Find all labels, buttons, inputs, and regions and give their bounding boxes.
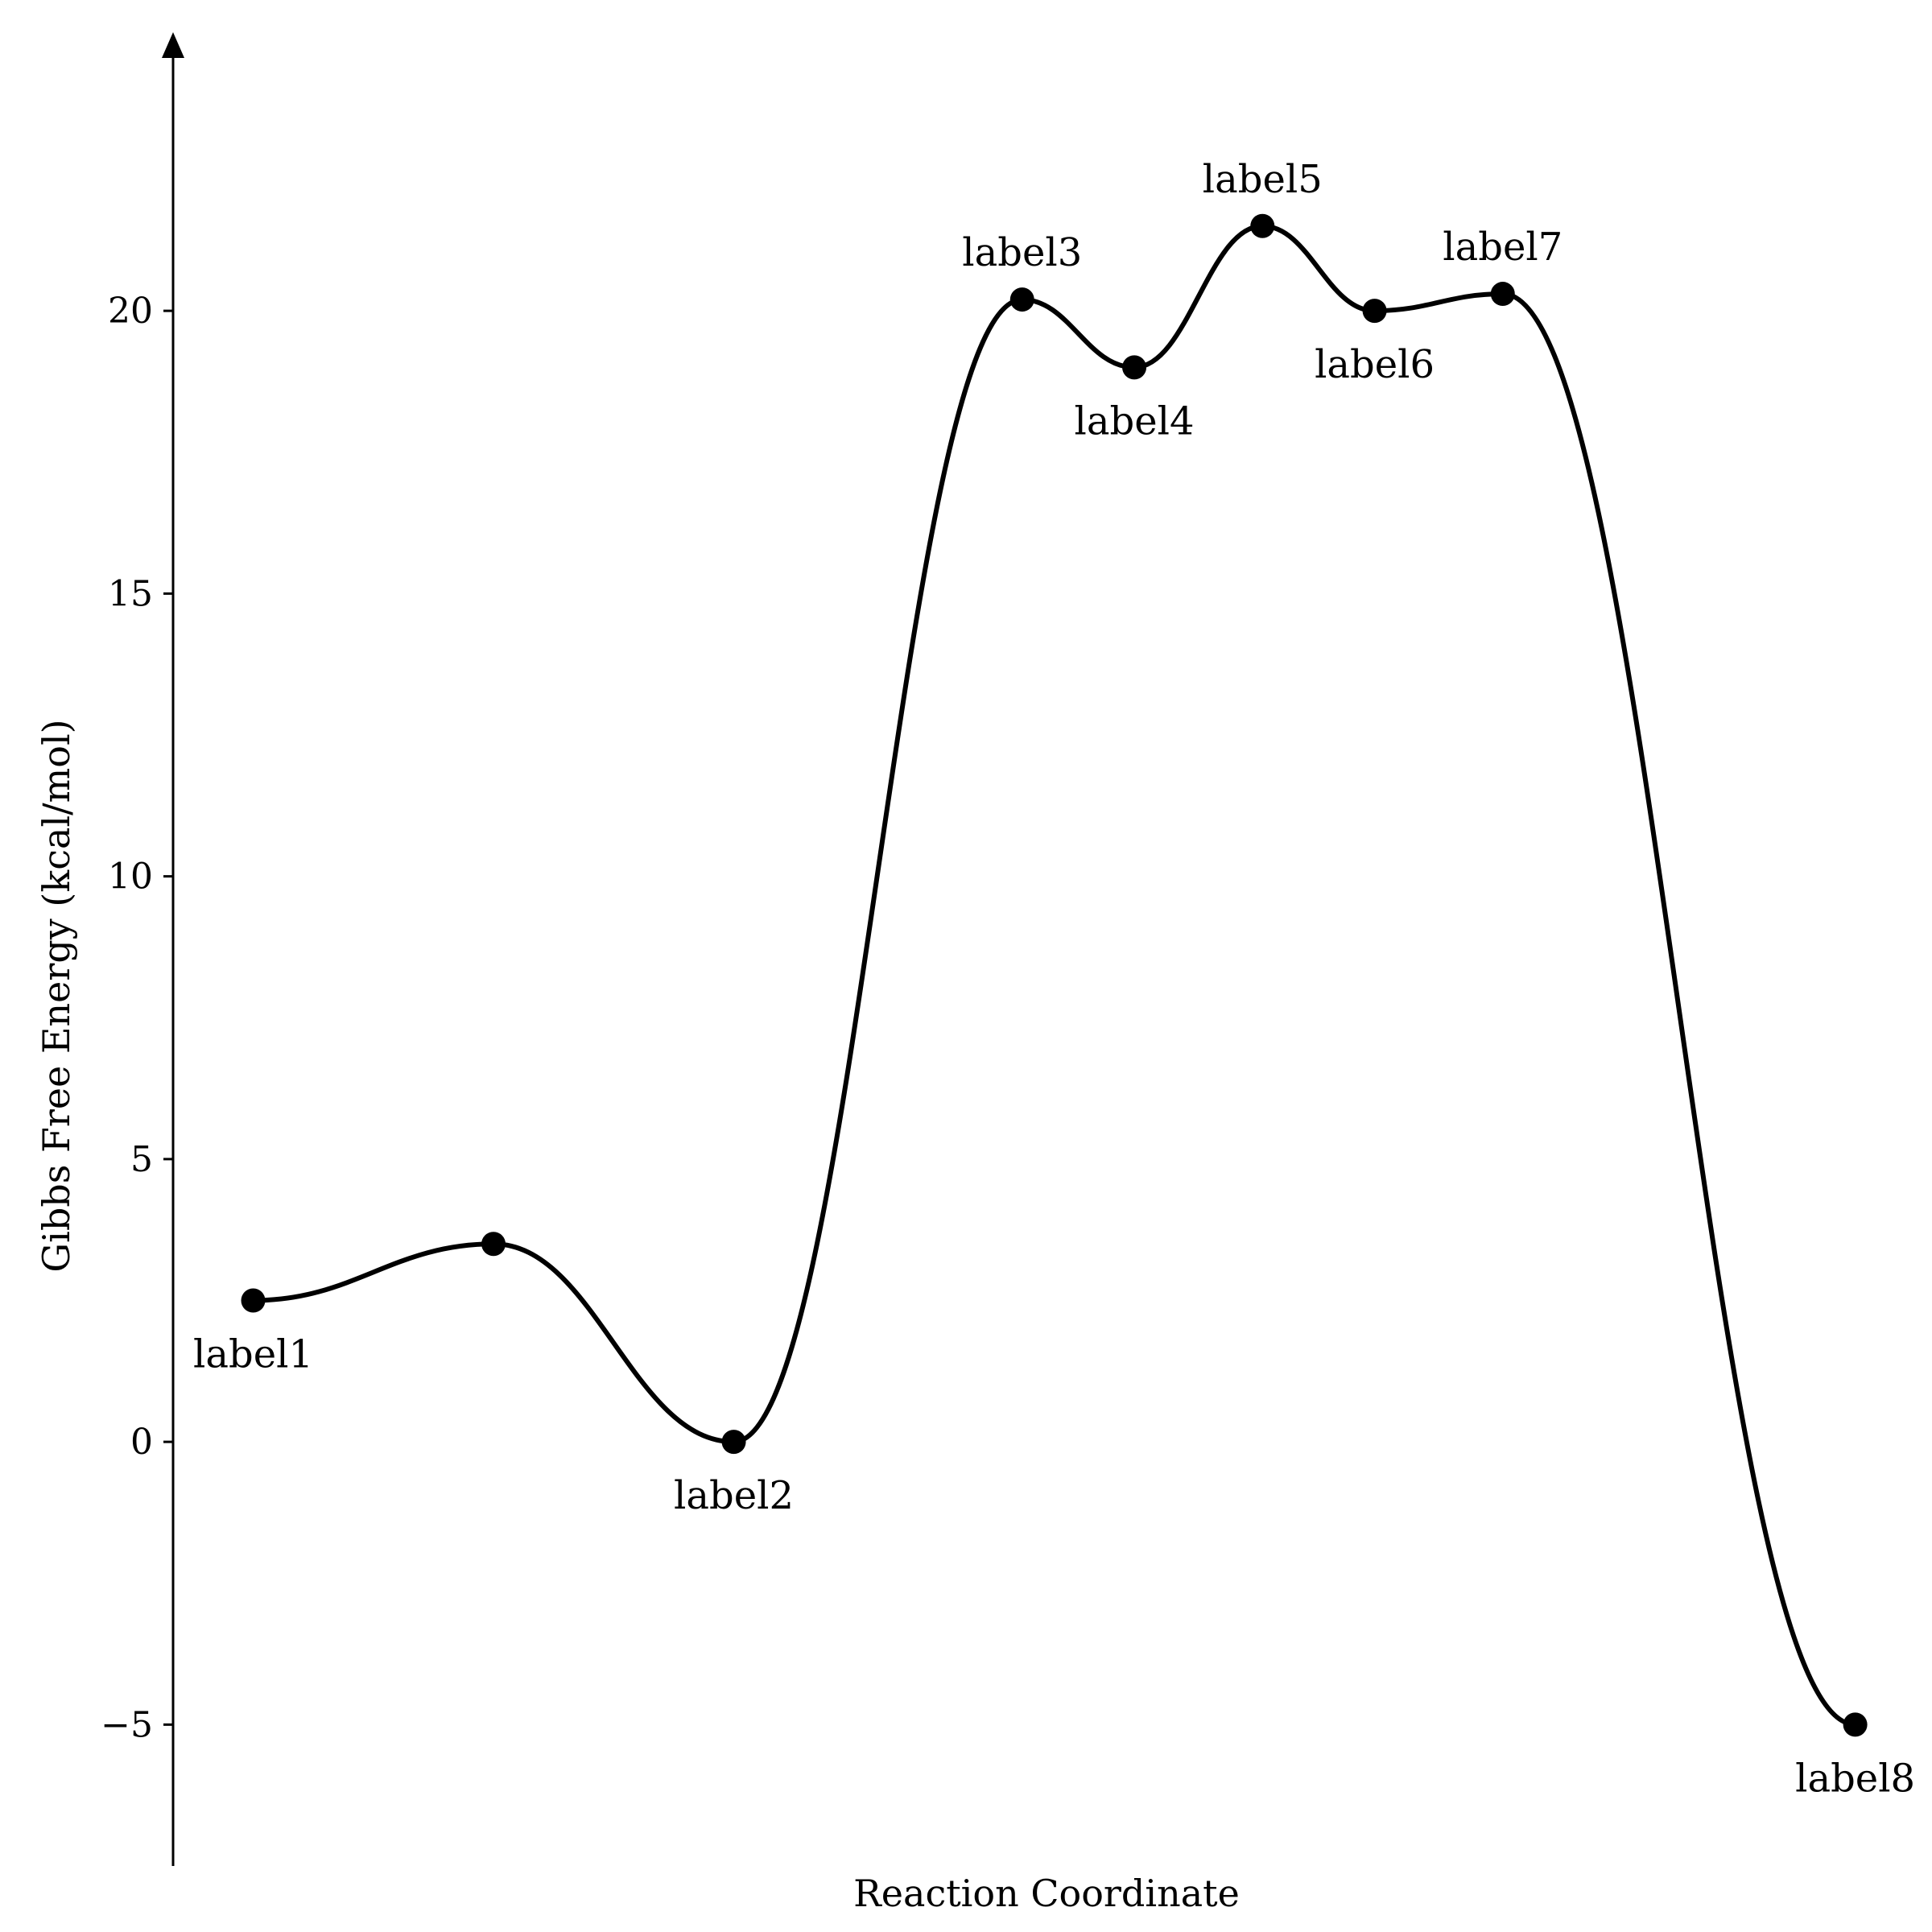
point-label: label2	[674, 1473, 794, 1518]
data-point	[1843, 1712, 1868, 1737]
data-point	[1250, 213, 1275, 238]
data-point	[1122, 355, 1147, 380]
data-point	[721, 1430, 746, 1455]
x-axis-title: Reaction Coordinate	[853, 1872, 1240, 1915]
y-tick-label: 15	[108, 573, 153, 614]
point-label: label6	[1315, 342, 1435, 387]
point-label: label3	[962, 230, 1082, 275]
data-point	[1009, 287, 1034, 312]
y-tick-label: −5	[101, 1704, 153, 1745]
point-label: label4	[1075, 398, 1195, 444]
point-label: label8	[1795, 1756, 1915, 1801]
point-label: label5	[1203, 157, 1323, 202]
data-point	[241, 1288, 266, 1313]
energy-curve	[250, 223, 1858, 1728]
point-label: label1	[193, 1332, 313, 1377]
y-tick-label: 5	[130, 1139, 153, 1180]
point-label: label7	[1443, 225, 1563, 270]
y-axis: −5 0 5 10 15 20	[101, 32, 184, 1866]
y-axis-title: Gibbs Free Energy (kcal/mol)	[35, 719, 78, 1272]
data-point	[1490, 282, 1515, 307]
y-tick-label: 10	[108, 857, 153, 898]
data-point	[481, 1232, 506, 1257]
data-point	[1362, 299, 1387, 324]
y-axis-arrowhead	[162, 32, 184, 58]
y-tick-label: 0	[130, 1422, 153, 1463]
y-tick-label: 20	[108, 291, 153, 332]
